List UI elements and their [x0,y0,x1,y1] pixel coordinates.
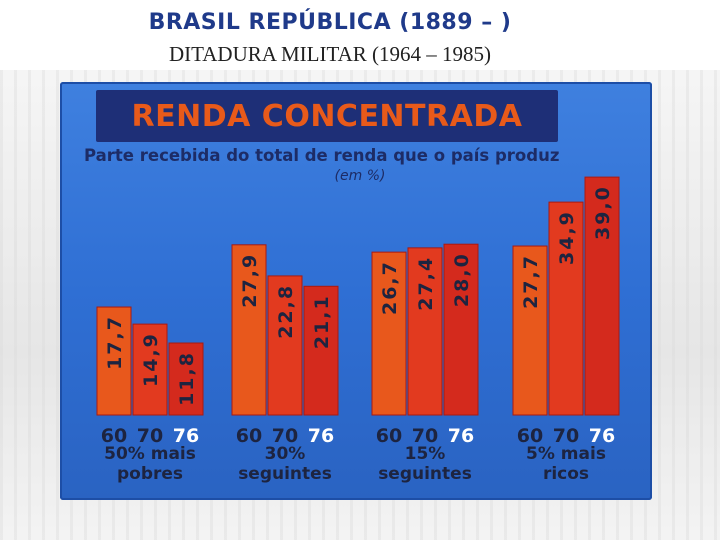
year-label: 70 [553,425,579,447]
year-label: 60 [517,425,543,447]
year-label: 76 [308,425,334,447]
bar-value-label: 11,8 [176,351,198,406]
chart-title: RENDA CONCENTRADA [131,98,523,134]
year-label: 76 [173,425,199,447]
bar-value-label: 39,0 [592,185,614,240]
year-label: 60 [236,425,262,447]
bar-value-label: 28,0 [451,252,473,307]
bar-value-label: 21,1 [311,294,333,349]
slide-subtitle: DITADURA MILITAR (1964 – 1985) [168,42,492,66]
bar-1-1 [267,275,303,416]
category-label: 50% mais pobres [104,444,196,484]
chart-subtitle: Parte recebida do total de renda que o p… [84,146,560,165]
bar-value-label: 34,9 [556,210,578,265]
bar-0-1 [132,323,168,416]
bar-2-2 [443,243,479,416]
bar-value-label: 27,4 [415,256,437,311]
bar-3-1 [548,201,584,416]
year-label: 60 [376,425,402,447]
chart-header: RENDA CONCENTRADA [96,90,558,142]
bar-value-label: 17,7 [104,315,126,370]
bar-3-2 [584,176,620,416]
chart-unit: (em %) [334,168,386,184]
year-label: 60 [101,425,127,447]
category-label: 15% seguintes [378,444,472,484]
bar-0-2 [168,342,204,416]
bar-1-2 [303,285,339,416]
category-label: 30% seguintes [238,444,332,484]
year-label: 70 [272,425,298,447]
bar-value-label: 27,7 [520,254,542,309]
bar-value-label: 22,8 [275,284,297,339]
bar-2-0 [371,251,407,416]
year-label: 76 [448,425,474,447]
slide-title: BRASIL REPÚBLICA (1889 – ) [148,10,512,35]
year-label: 70 [412,425,438,447]
bar-0-0 [96,306,132,416]
bar-value-label: 27,9 [239,253,261,308]
category-label: 5% mais ricos [526,444,606,484]
bar-value-label: 26,7 [379,260,401,315]
bar-1-0 [231,244,267,416]
year-label: 76 [589,425,615,447]
bar-2-1 [407,247,443,416]
bar-3-0 [512,245,548,416]
year-label: 70 [137,425,163,447]
bar-value-label: 14,9 [140,332,162,387]
